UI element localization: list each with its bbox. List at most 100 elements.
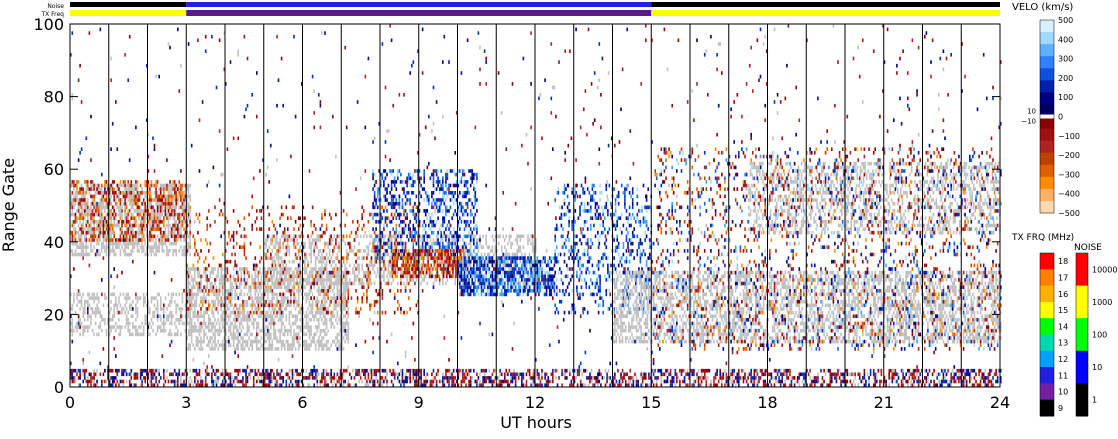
scatter-cell	[263, 332, 266, 337]
scatter-cell	[150, 209, 153, 213]
scatter-cell	[82, 194, 84, 199]
scatter-cell	[142, 227, 145, 231]
scatter-cell	[274, 263, 277, 268]
scatter-cell	[332, 310, 334, 315]
scatter-cell	[90, 314, 92, 318]
scatter-cell	[90, 245, 92, 249]
scatter-cell	[136, 332, 139, 337]
scatter-cell	[76, 303, 78, 308]
scatter-cell	[423, 220, 425, 224]
scatter-cell	[417, 169, 419, 173]
scatter-cell	[88, 227, 91, 231]
scatter-cell	[327, 285, 329, 289]
scatter-cell	[421, 278, 424, 282]
scatter-cell	[322, 249, 325, 253]
scatter-cell	[318, 336, 320, 340]
scatter-cell	[194, 292, 196, 297]
scatter-cell	[170, 194, 173, 199]
scatter-cell	[177, 238, 179, 242]
scatter-cell	[423, 187, 425, 191]
scatter-cell	[411, 176, 413, 181]
scatter-cell	[367, 252, 370, 257]
scatter-cell	[80, 238, 83, 242]
scatter-cell	[158, 220, 160, 224]
scatter-cell	[141, 332, 143, 337]
scatter-cell	[393, 194, 396, 199]
scatter-cell	[105, 328, 108, 333]
scatter-cell	[307, 347, 309, 351]
scatter-cell	[158, 212, 160, 217]
scatter-cell	[277, 307, 280, 311]
scatter-cell	[87, 230, 89, 235]
scatter-cell	[344, 289, 346, 293]
scatter-cell	[147, 307, 150, 311]
scatter-cell	[105, 194, 108, 199]
scatter-cell	[181, 223, 184, 228]
scatter-cell	[226, 303, 229, 308]
scatter-cell	[469, 263, 472, 268]
scatter-cell	[186, 252, 188, 257]
scatter-cell	[197, 259, 199, 264]
scatter-cell	[310, 303, 312, 308]
scatter-cell	[102, 201, 105, 206]
scatter-cell	[225, 328, 227, 333]
scatter-cell	[214, 307, 216, 311]
scatter-cell	[138, 198, 140, 202]
scatter-cell	[324, 307, 326, 311]
scatter-cell	[383, 252, 385, 257]
scatter-cell	[130, 314, 133, 318]
scatter-cell	[454, 234, 456, 239]
scatter-cell	[333, 234, 336, 239]
scatter-cell	[155, 198, 157, 202]
scatter-cell	[183, 220, 185, 224]
scatter-cell	[274, 259, 277, 264]
scatter-cell	[243, 249, 246, 253]
scatter-cell	[108, 183, 111, 188]
scatter-cell	[246, 339, 249, 344]
scatter-cell	[313, 252, 315, 257]
scatter-cell	[71, 223, 74, 228]
scatter-cell	[153, 216, 156, 220]
scatter-cell	[108, 187, 111, 191]
scatter-cell	[308, 325, 311, 329]
scatter-cell	[115, 238, 117, 242]
scatter-cell	[142, 292, 145, 297]
scatter-cell	[217, 270, 219, 275]
scatter-cell	[158, 194, 160, 199]
scatter-cell	[194, 347, 196, 351]
scatter-cell	[121, 307, 123, 311]
scatter-cell	[90, 201, 92, 206]
scatter-cell	[401, 230, 404, 235]
scatter-cell	[93, 201, 95, 206]
scatter-cell	[393, 176, 396, 181]
scatter-cell	[183, 191, 185, 195]
scatter-cell	[279, 332, 281, 337]
scatter-cell	[446, 234, 449, 239]
scatter-cell	[181, 299, 184, 304]
scatter-cell	[136, 209, 139, 213]
scatter-cell	[90, 220, 92, 224]
scatter-cell	[173, 212, 176, 217]
scatter-cell	[395, 209, 398, 213]
scatter-cell	[150, 220, 153, 224]
scatter-cell	[297, 292, 300, 297]
scatter-cell	[531, 249, 534, 253]
scatter-cell	[347, 296, 350, 300]
scatter-cell	[105, 220, 108, 224]
scatter-cell	[336, 303, 339, 308]
scatter-cell	[71, 332, 74, 337]
scatter-cell	[366, 299, 368, 304]
scatter-cell	[369, 241, 371, 246]
scatter-cell	[279, 281, 281, 286]
scatter-cell	[149, 230, 151, 235]
scatter-cell	[390, 180, 393, 184]
scatter-cell	[415, 194, 418, 199]
scatter-cell	[257, 303, 260, 308]
scatter-cell	[342, 259, 345, 264]
scatter-cell	[229, 299, 232, 304]
scatter-cell	[280, 339, 283, 344]
scatter-cell	[321, 281, 323, 286]
scatter-cell	[214, 343, 216, 347]
scatter-cell	[265, 285, 267, 289]
scatter-cell	[378, 259, 381, 264]
